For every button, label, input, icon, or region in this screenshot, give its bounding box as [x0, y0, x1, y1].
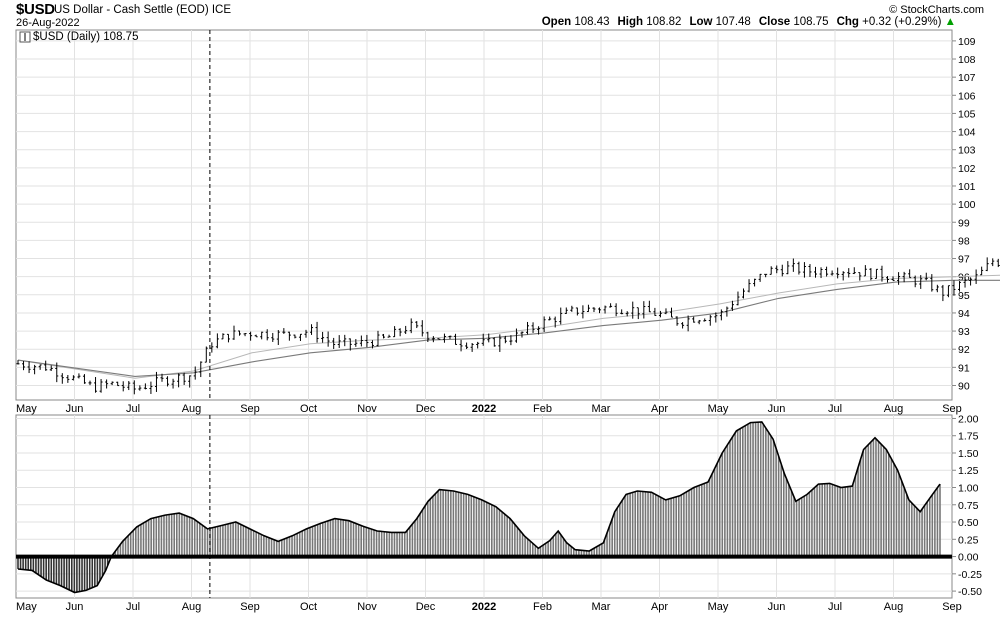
- x-tick-label: Sep: [240, 601, 260, 613]
- y-tick-label: 1.75: [958, 431, 979, 443]
- x-tick-label: Aug: [182, 403, 202, 415]
- ohlc-readout: Open 108.43 High 108.82 Low 107.48 Close 10…: [542, 16, 956, 28]
- y-tick-label: 96: [958, 272, 970, 284]
- low-label: Low: [689, 16, 713, 28]
- x-tick-label: Aug: [884, 403, 904, 415]
- y-tick-label: 95: [958, 290, 970, 302]
- symbol-description: US Dollar - Cash Settle (EOD) ICE: [54, 4, 231, 16]
- x-tick-label: Mar: [592, 403, 611, 415]
- x-tick-label: Nov: [357, 403, 377, 415]
- y-tick-label: 0.75: [958, 500, 979, 512]
- high-value: 108.82: [646, 16, 682, 28]
- chg-value: +0.32 (+0.29%): [862, 16, 942, 28]
- y-tick-label: 1.50: [958, 448, 979, 460]
- y-tick-label: -0.50: [958, 586, 982, 598]
- y-tick-label: 108: [958, 54, 976, 66]
- y-tick-label: 0.50: [958, 517, 979, 529]
- y-tick-label: 90: [958, 380, 970, 392]
- x-tick-label: Sep: [240, 403, 260, 415]
- y-tick-label: 1.00: [958, 483, 979, 495]
- x-tick-label: May: [16, 403, 37, 415]
- price-panel: May Jun Jul Aug Sep Oct Nov Dec 2022 Feb Mar Apr May…: [15, 29, 1000, 415]
- x-tick-label: May: [708, 403, 729, 415]
- y-tick-label: 101: [958, 181, 976, 193]
- y-tick-label: 1.25: [958, 465, 979, 477]
- y-tick-label: 107: [958, 72, 976, 84]
- y-tick-label: 106: [958, 90, 976, 102]
- x-tick-label: May: [708, 601, 729, 613]
- x-tick-label: Feb: [533, 601, 552, 613]
- y-tick-label: 93: [958, 326, 970, 338]
- x-tick-label: Feb: [533, 403, 552, 415]
- x-tick-label: Aug: [884, 601, 904, 613]
- sma-50-line: [17, 274, 1000, 379]
- x-tick-label: Jul: [828, 403, 842, 415]
- indicator-line: [17, 421, 941, 594]
- y-tick-label: 97: [958, 254, 970, 266]
- y-tick-label: 91: [958, 362, 970, 374]
- indicator-panel: May Jun Jul Aug Sep Oct Nov Dec 2022 Feb Mar Apr May…: [15, 413, 982, 613]
- y-tick-label: 103: [958, 145, 976, 157]
- x-tick-label: Apr: [651, 601, 668, 613]
- chart-header: $USD US Dollar - Cash Settle (EOD) ICE 2…: [0, 0, 1000, 30]
- x-tick-label: Sep: [942, 601, 962, 613]
- x-tick-label: Jun: [66, 403, 84, 415]
- y-tick-label: -0.25: [958, 569, 982, 581]
- open-value: 108.43: [574, 16, 610, 28]
- y-tick-label: 99: [958, 217, 970, 229]
- x-tick-label: May: [16, 601, 37, 613]
- y-tick-label: 109: [958, 36, 976, 48]
- credit-label: © StockCharts.com: [889, 4, 984, 16]
- sma-200-line: [17, 279, 1000, 377]
- close-value: 108.75: [793, 16, 829, 28]
- y-tick-label: 100: [958, 199, 976, 211]
- high-label: High: [617, 16, 644, 28]
- close-label: Close: [758, 16, 791, 28]
- x-tick-label: Jul: [828, 601, 842, 613]
- x-tick-label: Apr: [651, 403, 668, 415]
- x-tick-label: Jun: [66, 601, 84, 613]
- change-up-icon: ▲: [944, 16, 956, 28]
- x-tick-label: 2022: [472, 403, 496, 415]
- y-tick-label: 94: [958, 308, 970, 320]
- x-tick-label: Aug: [182, 601, 202, 613]
- x-tick-label: Jul: [126, 601, 140, 613]
- symbol-label: $USD: [16, 1, 55, 18]
- y-tick-label: 105: [958, 108, 976, 120]
- panel-legend: $USD (Daily) 108.75: [33, 31, 138, 43]
- y-tick-label: 102: [958, 163, 976, 175]
- y-tick-label: 2.00: [958, 413, 979, 425]
- low-value: 107.48: [715, 16, 751, 28]
- x-tick-label: Oct: [300, 403, 317, 415]
- description-text: US Dollar - Cash Settle (EOD): [54, 4, 209, 16]
- x-tick-label: Dec: [416, 403, 436, 415]
- x-tick-label: Mar: [592, 601, 611, 613]
- x-tick-label: Sep: [942, 403, 962, 415]
- x-tick-label: Nov: [357, 601, 377, 613]
- chart-date: 26-Aug-2022: [16, 17, 80, 29]
- x-tick-label: Jun: [768, 601, 786, 613]
- x-tick-label: Oct: [300, 601, 317, 613]
- y-tick-label: 0.25: [958, 534, 979, 546]
- open-label: Open: [541, 16, 572, 28]
- y-tick-label: 92: [958, 344, 970, 356]
- exchange-text: ICE: [211, 4, 232, 16]
- x-tick-label: Jul: [126, 403, 140, 415]
- chg-label: Chg: [836, 16, 859, 28]
- x-tick-label: 2022: [472, 601, 496, 613]
- y-tick-label: 0.00: [958, 552, 979, 564]
- y-tick-label: 104: [958, 127, 976, 139]
- x-tick-label: Jun: [768, 403, 786, 415]
- y-tick-label: 98: [958, 235, 970, 247]
- x-tick-label: Dec: [416, 601, 436, 613]
